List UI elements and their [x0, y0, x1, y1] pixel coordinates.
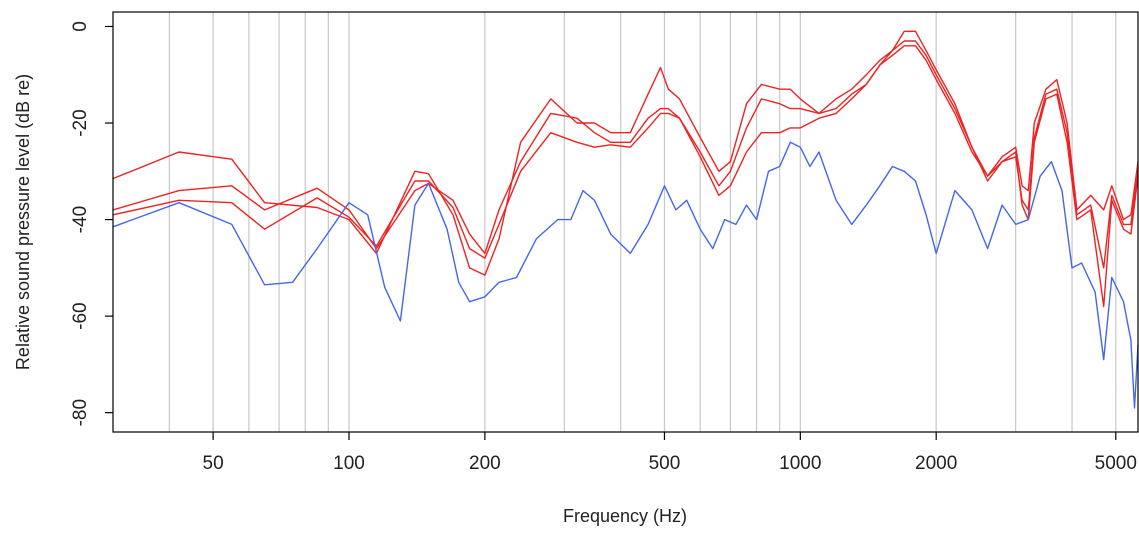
- y-tick-label--80: -80: [70, 399, 91, 426]
- y-axis-title: Relative sound pressure level (dB re): [13, 74, 33, 370]
- series-line-1: [112, 30, 1139, 276]
- x-tick-label-100: 100: [333, 453, 365, 474]
- y-tick-label-0: 0: [70, 21, 91, 32]
- vertical-grid-lines: [168, 12, 1117, 432]
- x-tick-label-5000: 5000: [1095, 453, 1137, 474]
- x-tick-label-500: 500: [649, 453, 681, 474]
- x-axis-ticks: 50 100 200 500 1000 2000 5000: [203, 432, 1137, 474]
- series-line-2: [112, 40, 1139, 269]
- x-axis-title: Frequency (Hz): [563, 506, 687, 526]
- x-tick-label-50: 50: [203, 453, 224, 474]
- series-lines: [112, 30, 1139, 409]
- y-tick-label--60: -60: [70, 302, 91, 329]
- series-line-3: [112, 45, 1139, 308]
- x-tick-label-1000: 1000: [779, 453, 821, 474]
- y-axis-ticks: 0 -20 -40 -60 -80: [70, 21, 113, 426]
- x-tick-label-200: 200: [469, 453, 501, 474]
- series-line-4: [112, 141, 1139, 409]
- y-tick-label--40: -40: [70, 206, 91, 233]
- x-tick-label-2000: 2000: [915, 453, 957, 474]
- plot-frame: [112, 11, 1139, 433]
- y-tick-label--20: -20: [70, 109, 91, 136]
